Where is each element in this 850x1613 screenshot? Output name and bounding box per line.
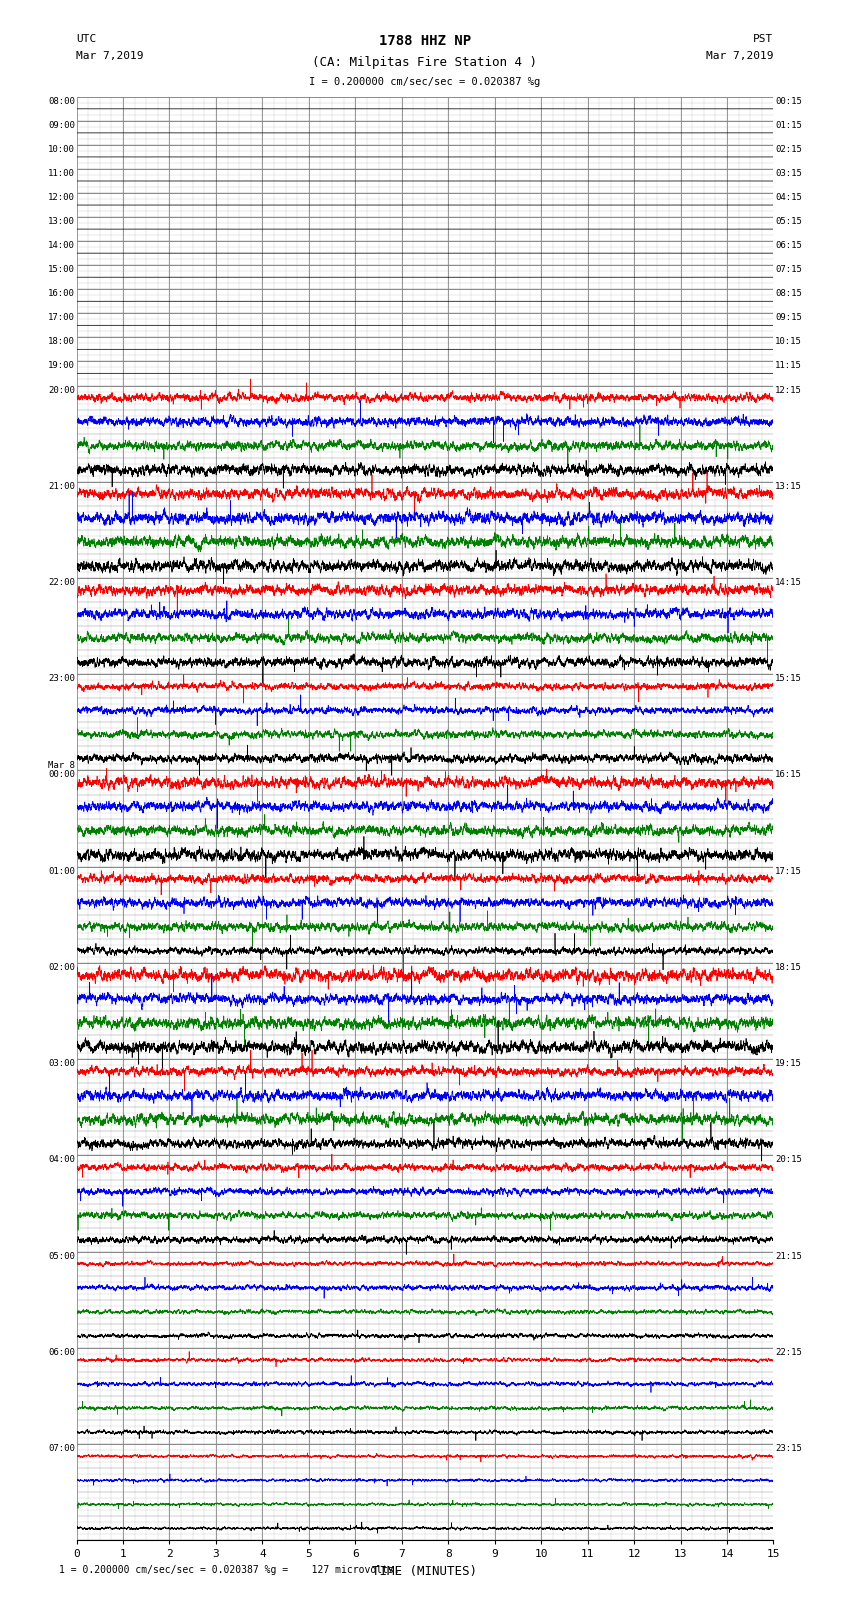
Text: (CA: Milpitas Fire Station 4 ): (CA: Milpitas Fire Station 4 ) — [313, 56, 537, 69]
Text: 14:15: 14:15 — [775, 577, 802, 587]
Text: 18:00: 18:00 — [48, 337, 75, 347]
Text: 05:00: 05:00 — [48, 1252, 75, 1261]
Text: 19:00: 19:00 — [48, 361, 75, 371]
Text: I = 0.200000 cm/sec/sec = 0.020387 %g: I = 0.200000 cm/sec/sec = 0.020387 %g — [309, 77, 541, 87]
Text: 1 = 0.200000 cm/sec/sec = 0.020387 %g =    127 microvolts.: 1 = 0.200000 cm/sec/sec = 0.020387 %g = … — [60, 1565, 400, 1574]
Text: UTC: UTC — [76, 34, 97, 44]
X-axis label: TIME (MINUTES): TIME (MINUTES) — [372, 1565, 478, 1578]
Text: 04:00: 04:00 — [48, 1155, 75, 1165]
Text: 23:00: 23:00 — [48, 674, 75, 684]
Text: 12:15: 12:15 — [775, 386, 802, 395]
Text: 07:15: 07:15 — [775, 265, 802, 274]
Text: 05:15: 05:15 — [775, 218, 802, 226]
Text: 12:00: 12:00 — [48, 194, 75, 202]
Text: 04:15: 04:15 — [775, 194, 802, 202]
Text: 02:00: 02:00 — [48, 963, 75, 973]
Text: 10:00: 10:00 — [48, 145, 75, 153]
Text: 17:00: 17:00 — [48, 313, 75, 323]
Text: 10:15: 10:15 — [775, 337, 802, 347]
Text: 17:15: 17:15 — [775, 866, 802, 876]
Text: 16:15: 16:15 — [775, 771, 802, 779]
Text: 03:00: 03:00 — [48, 1060, 75, 1068]
Text: Mar 7,2019: Mar 7,2019 — [76, 52, 144, 61]
Text: 19:15: 19:15 — [775, 1060, 802, 1068]
Text: 20:15: 20:15 — [775, 1155, 802, 1165]
Text: 15:00: 15:00 — [48, 265, 75, 274]
Text: 21:15: 21:15 — [775, 1252, 802, 1261]
Text: 06:00: 06:00 — [48, 1348, 75, 1357]
Text: Mar 8: Mar 8 — [48, 761, 75, 771]
Text: 06:15: 06:15 — [775, 240, 802, 250]
Text: 02:15: 02:15 — [775, 145, 802, 153]
Text: 14:00: 14:00 — [48, 240, 75, 250]
Text: 00:15: 00:15 — [775, 97, 802, 106]
Text: 15:15: 15:15 — [775, 674, 802, 684]
Text: 01:00: 01:00 — [48, 866, 75, 876]
Text: 1788 HHZ NP: 1788 HHZ NP — [379, 34, 471, 48]
Text: 22:15: 22:15 — [775, 1348, 802, 1357]
Text: 23:15: 23:15 — [775, 1444, 802, 1453]
Text: 00:00: 00:00 — [48, 771, 75, 779]
Text: 11:00: 11:00 — [48, 169, 75, 177]
Text: 18:15: 18:15 — [775, 963, 802, 973]
Text: 16:00: 16:00 — [48, 289, 75, 298]
Text: 07:00: 07:00 — [48, 1444, 75, 1453]
Text: 13:00: 13:00 — [48, 218, 75, 226]
Text: Mar 7,2019: Mar 7,2019 — [706, 52, 774, 61]
Text: 09:00: 09:00 — [48, 121, 75, 129]
Text: 09:15: 09:15 — [775, 313, 802, 323]
Text: 01:15: 01:15 — [775, 121, 802, 129]
Text: 22:00: 22:00 — [48, 577, 75, 587]
Text: 20:00: 20:00 — [48, 386, 75, 395]
Text: 03:15: 03:15 — [775, 169, 802, 177]
Text: 11:15: 11:15 — [775, 361, 802, 371]
Text: 08:15: 08:15 — [775, 289, 802, 298]
Text: PST: PST — [753, 34, 774, 44]
Text: 21:00: 21:00 — [48, 482, 75, 490]
Text: 13:15: 13:15 — [775, 482, 802, 490]
Text: 08:00: 08:00 — [48, 97, 75, 106]
